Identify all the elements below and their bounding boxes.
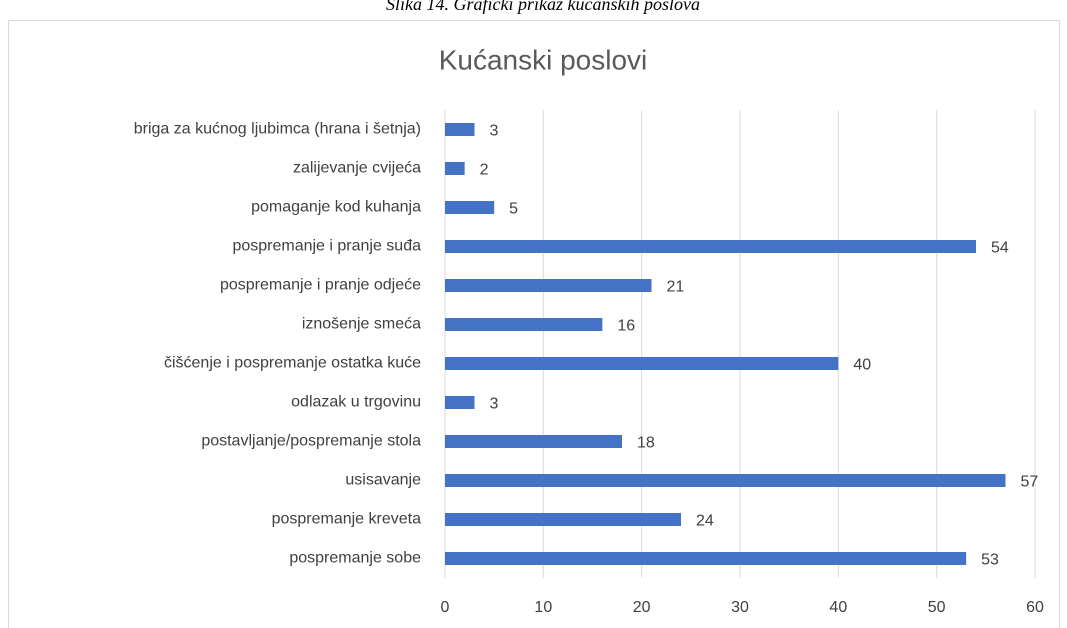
bar <box>445 240 976 253</box>
y-tick-label: pomaganje kod kuhanja <box>251 199 421 216</box>
data-label: 3 <box>490 123 499 140</box>
data-label: 24 <box>696 513 714 530</box>
y-tick-label: pospremanje kreveta <box>272 511 422 528</box>
data-label: 54 <box>991 240 1009 257</box>
data-label: 2 <box>480 162 489 179</box>
bar <box>445 318 603 331</box>
y-tick-label: postavljanje/pospremanje stola <box>201 433 421 450</box>
y-tick-label: odlazak u trgovinu <box>291 394 421 411</box>
data-label: 16 <box>617 318 635 335</box>
chart-border <box>8 20 1060 628</box>
data-label: 40 <box>853 357 871 374</box>
data-label: 21 <box>667 279 685 296</box>
bar <box>445 552 967 565</box>
data-label: 53 <box>981 552 999 569</box>
y-tick-label: usisavanje <box>345 472 421 489</box>
y-tick-label: pospremanje i pranje suđa <box>232 238 421 255</box>
bar <box>445 201 495 214</box>
data-label: 57 <box>1021 474 1039 491</box>
y-tick-label: čišćenje i pospremanje ostatka kuće <box>164 355 421 372</box>
x-tick-label: 20 <box>633 599 651 616</box>
x-tick-label: 60 <box>1026 599 1044 616</box>
data-label: 3 <box>490 396 499 413</box>
data-label: 18 <box>637 435 655 452</box>
bar <box>445 357 839 370</box>
bar <box>445 435 622 448</box>
x-tick-label: 10 <box>534 599 552 616</box>
caption: Slika 14. Grafički prikaz kućanskih posl… <box>386 0 700 14</box>
bar <box>445 279 652 292</box>
bar <box>445 513 681 526</box>
y-tick-label: pospremanje i pranje odjeće <box>220 277 421 294</box>
bar <box>445 123 475 136</box>
y-tick-label: iznošenje smeća <box>302 316 421 333</box>
data-label: 5 <box>509 201 518 218</box>
y-tick-label: zalijevanje cvijeća <box>293 160 421 177</box>
y-tick-label: briga za kućnog ljubimca (hrana i šetnja… <box>134 121 421 138</box>
x-tick-label: 40 <box>829 599 847 616</box>
bar <box>445 162 465 175</box>
bar <box>445 396 475 409</box>
x-tick-label: 30 <box>731 599 749 616</box>
x-tick-label: 50 <box>928 599 946 616</box>
chart-title: Kućanski poslovi <box>439 44 648 75</box>
y-tick-label: pospremanje sobe <box>289 550 421 567</box>
bar <box>445 474 1006 487</box>
x-tick-label: 0 <box>441 599 450 616</box>
